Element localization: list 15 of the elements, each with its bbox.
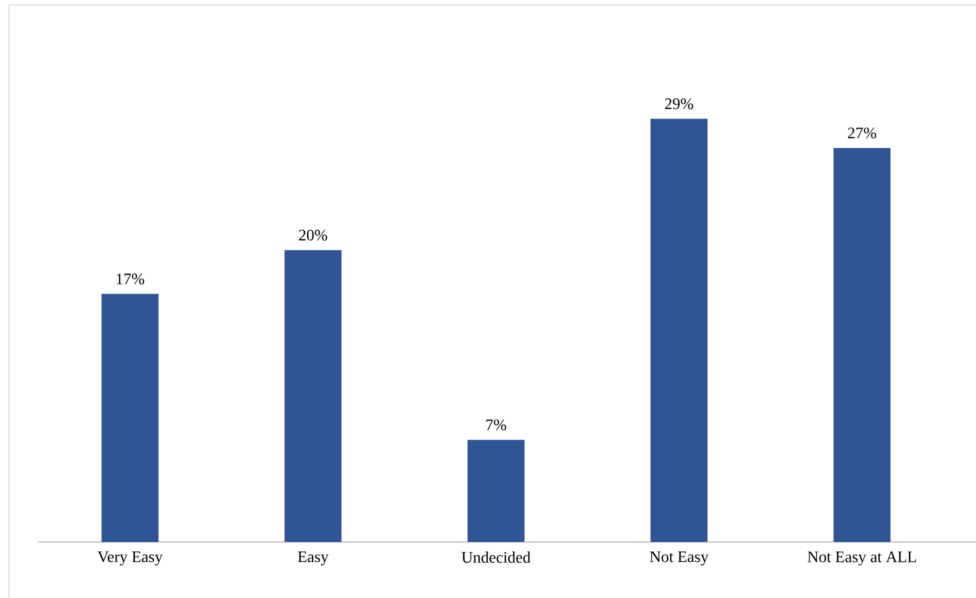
x-tick-label: Very Easy	[98, 552, 163, 566]
x-tick-label: Undecided	[462, 552, 530, 563]
data-label: 27%	[848, 128, 876, 138]
data-label: 7%	[486, 419, 506, 430]
bar	[650, 118, 708, 542]
data-label: 20%	[299, 230, 328, 241]
bar	[102, 294, 159, 542]
x-tick-label: Not Easy	[650, 552, 709, 566]
data-label: 29%	[665, 98, 694, 110]
data-label: 17%	[116, 274, 144, 284]
bar	[284, 250, 342, 542]
bar	[468, 440, 525, 542]
bar	[834, 148, 891, 542]
x-tick-label: Easy	[298, 552, 329, 566]
x-tick-label: Not Easy at ALL	[808, 552, 916, 566]
